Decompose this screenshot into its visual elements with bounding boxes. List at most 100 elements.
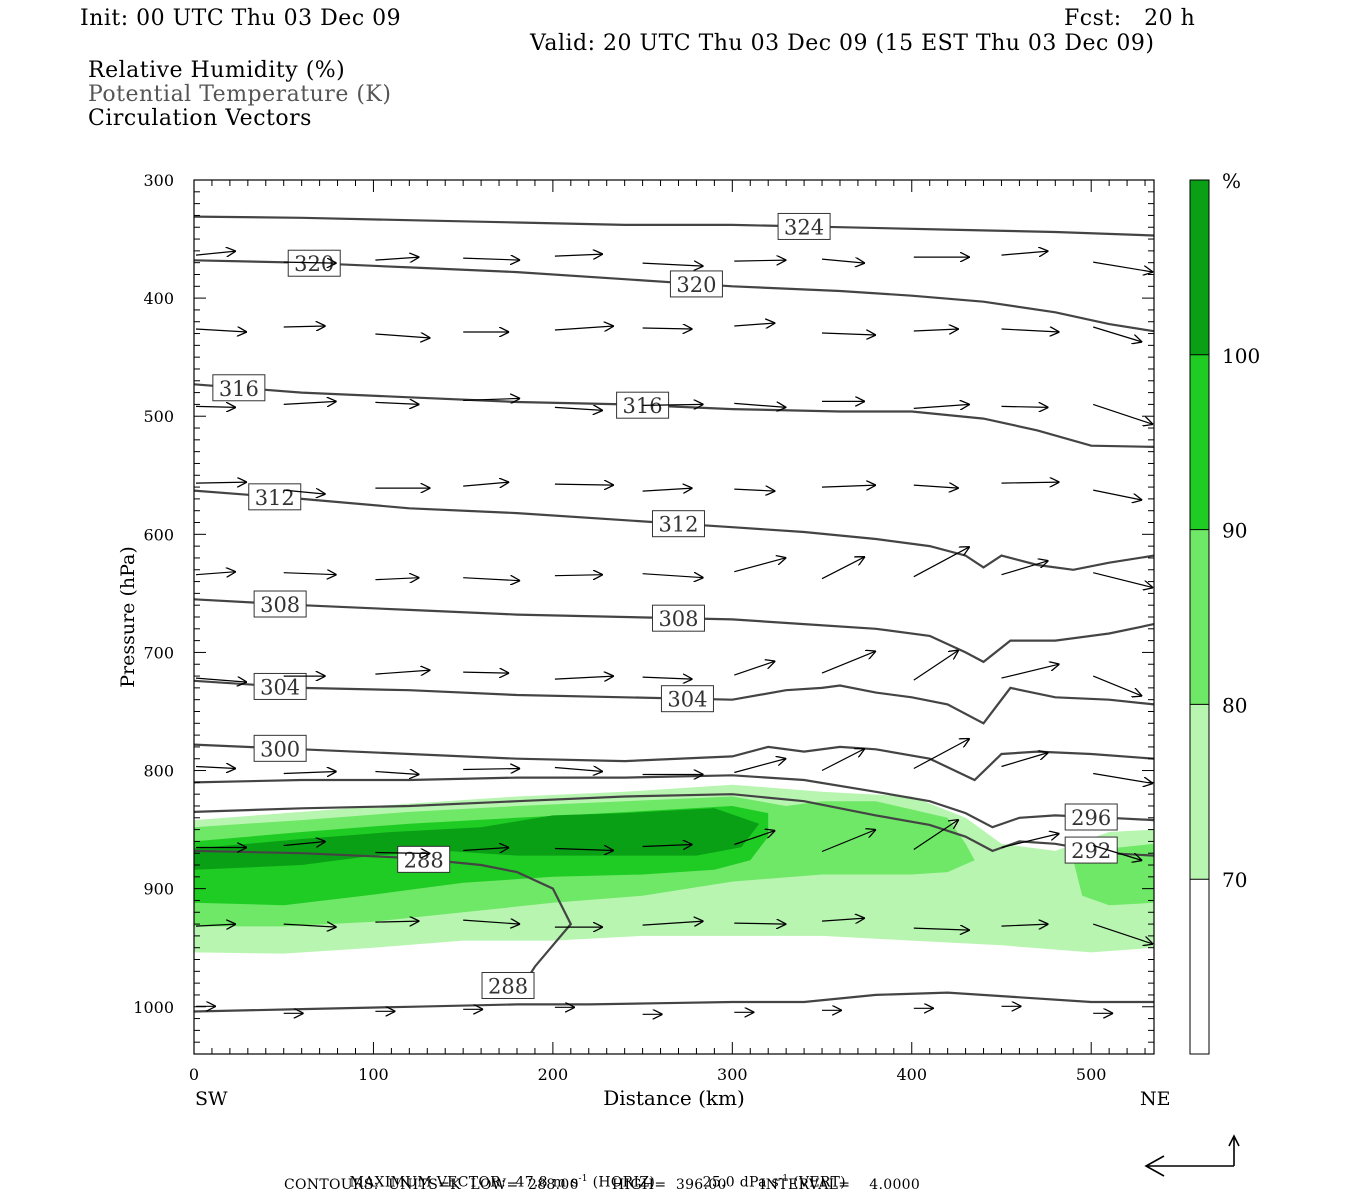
max-vector-line: MAXIMUM VECTOR: 47.8 m s-1 (HORIZ) 25.0 … <box>340 1158 846 1191</box>
circulation-vector-73 <box>821 749 865 772</box>
theta-label-312: 312 <box>248 483 302 511</box>
circulation-vector-64 <box>1001 664 1060 679</box>
circulation-vector-34 <box>283 490 326 494</box>
circulation-vector-4 <box>554 254 603 256</box>
field-label-theta: Potential Temperature (K) <box>88 82 392 107</box>
circulation-vector-66 <box>195 767 236 769</box>
circulation-vector-22 <box>195 406 236 407</box>
colorbar-unit: % <box>1222 169 1241 193</box>
x-tick-label: 500 <box>1076 1065 1107 1084</box>
y-tick-label: 700 <box>143 643 174 662</box>
contour-info: CONTOURS: UNITS=K LOW= 288.00 HIGH= 396.… <box>284 1177 921 1193</box>
theta-label-text: 296 <box>1071 806 1111 830</box>
circulation-vector-88 <box>195 924 236 926</box>
max-vector-vert-unit: dPa s <box>739 1174 780 1191</box>
circulation-vector-94 <box>734 923 786 924</box>
circulation-vector-20 <box>1001 329 1060 332</box>
forecast-hour: Fcst: 20 h <box>1064 6 1196 31</box>
circulation-vector-79 <box>375 853 430 854</box>
circulation-vector-layer <box>195 251 1153 1014</box>
circulation-vector-47 <box>463 578 520 581</box>
init-time: Init: 00 UTC Thu 03 Dec 09 <box>80 6 402 31</box>
circulation-vector-11 <box>195 329 247 332</box>
circulation-vector-33 <box>195 482 247 483</box>
y-axis-title: Pressure (hPa) <box>117 546 139 688</box>
circulation-vector-42 <box>1001 482 1060 483</box>
theta-label-text: 292 <box>1071 839 1111 863</box>
theta-contour-288 <box>193 991 1154 1013</box>
circulation-vector-32 <box>1093 403 1153 424</box>
circulation-vector-25 <box>463 398 520 400</box>
circulation-vector-36 <box>463 482 509 486</box>
theta-contour-304 <box>193 679 1155 725</box>
theta-contour-320 <box>193 259 1155 333</box>
circulation-vector-63 <box>913 650 959 681</box>
colorbar-tick-label: 70 <box>1222 868 1247 892</box>
circulation-vector-38 <box>642 488 693 491</box>
theta-label-text: 316 <box>219 377 259 401</box>
y-tick-label: 1000 <box>133 998 174 1017</box>
x-right-label: NE <box>1140 1088 1171 1110</box>
circulation-vector-48 <box>554 575 603 576</box>
circulation-vector-9 <box>1001 251 1049 255</box>
max-vector-horiz-kind: (HORIZ) <box>592 1174 656 1191</box>
circulation-vector-58 <box>463 672 509 673</box>
theta-contour-312 <box>193 489 1155 571</box>
circulation-vector-69 <box>463 769 520 770</box>
circulation-vector-57 <box>375 670 430 674</box>
circulation-vector-85 <box>913 820 959 850</box>
circulation-vector-91 <box>463 920 520 924</box>
circulation-vector-83 <box>734 831 775 846</box>
rh-fill-layer <box>194 784 1154 954</box>
circulation-vector-87 <box>1093 844 1142 861</box>
circulation-vector-40 <box>821 485 876 487</box>
x-axis-title: Distance (km) <box>603 1086 745 1110</box>
circulation-vector-51 <box>821 557 865 580</box>
theta-label-text: 304 <box>667 688 707 712</box>
circulation-vector-30 <box>913 404 970 408</box>
theta-contour-288 <box>193 849 573 996</box>
circulation-vector-44 <box>195 572 236 575</box>
circulation-vector-21 <box>1093 326 1142 342</box>
theta-label-320: 320 <box>669 270 723 298</box>
circulation-vector-74 <box>913 739 970 770</box>
circulation-vector-53 <box>1001 561 1049 576</box>
max-vector-horiz-unit: m s <box>552 1174 579 1191</box>
circulation-vector-50 <box>734 558 786 573</box>
circulation-vector-12 <box>283 326 326 327</box>
colorbar-band-60 <box>1190 879 1209 1054</box>
circulation-vector-0 <box>195 251 236 255</box>
theta-label-text: 300 <box>260 737 300 761</box>
circulation-vector-60 <box>642 677 693 679</box>
circulation-vector-2 <box>375 257 419 260</box>
theta-label-text: 320 <box>676 273 716 297</box>
circulation-vector-5 <box>642 263 704 266</box>
max-vector-vert-value: 25.0 <box>702 1174 736 1191</box>
circulation-vector-61 <box>734 661 775 676</box>
reference-vector-icon <box>1144 1134 1240 1177</box>
circulation-vector-49 <box>642 574 704 578</box>
max-vector-horiz-value: 47.8 <box>515 1174 548 1191</box>
circulation-vector-89 <box>283 924 337 927</box>
circulation-vector-70 <box>554 768 603 772</box>
circulation-vector-27 <box>642 404 704 405</box>
theta-label-text: 316 <box>623 394 663 418</box>
circulation-vector-54 <box>1093 572 1153 588</box>
y-tick-label: 400 <box>143 289 174 308</box>
circulation-vector-55 <box>195 678 247 682</box>
max-vector-vert-kind: (VERT) <box>793 1174 846 1191</box>
theta-label-308: 308 <box>253 590 307 618</box>
colorbar: 70 80 90 100 <box>1189 179 1260 1055</box>
circulation-vector-1 <box>283 262 337 263</box>
theta-label-text: 308 <box>658 607 698 631</box>
circulation-vector-84 <box>821 830 876 853</box>
circulation-vector-98 <box>1093 923 1153 944</box>
circulation-vector-65 <box>1092 675 1142 696</box>
circulation-vector-24 <box>375 402 419 404</box>
theta-label-text: 288 <box>404 848 444 872</box>
theta-label-324: 324 <box>777 212 831 240</box>
theta-contour-300 <box>193 743 1155 782</box>
circulation-vector-15 <box>554 326 614 330</box>
circulation-vector-59 <box>554 676 614 679</box>
